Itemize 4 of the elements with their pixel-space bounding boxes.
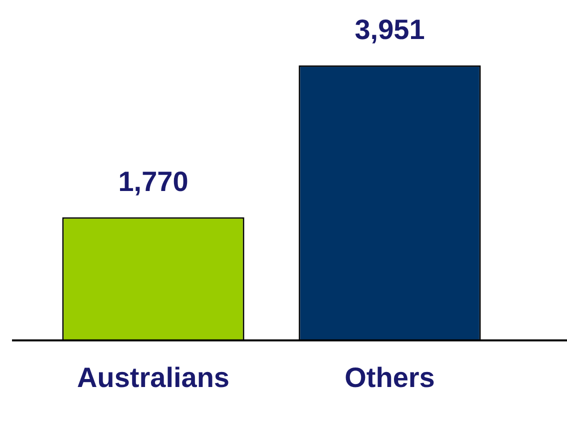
data-label: 3,951 — [354, 14, 425, 46]
x-tick-label: Australians — [77, 362, 230, 393]
x-tick-label: Others — [344, 362, 435, 393]
data-label: 1,770 — [118, 166, 188, 197]
